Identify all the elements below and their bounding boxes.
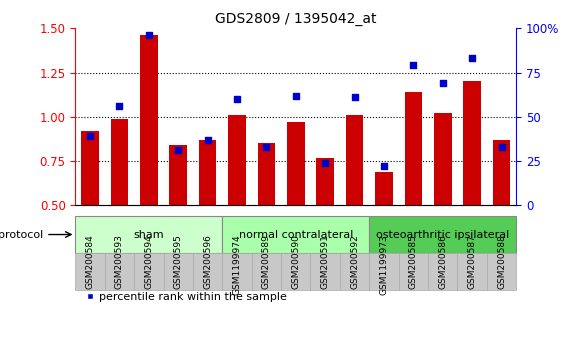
Text: GSM1199973: GSM1199973 — [379, 234, 389, 295]
Bar — [199, 140, 216, 205]
Text: GSM200584: GSM200584 — [86, 234, 95, 289]
Point — [321, 160, 330, 166]
Text: GSM200594: GSM200594 — [144, 234, 153, 289]
Bar — [492, 140, 510, 205]
Bar — [164, 253, 193, 290]
Bar — [487, 253, 516, 290]
Bar — [222, 253, 252, 290]
Point — [233, 96, 242, 102]
Bar — [340, 253, 369, 290]
Bar — [75, 253, 105, 290]
Text: osteoarthritic ipsilateral: osteoarthritic ipsilateral — [376, 229, 509, 240]
Point — [115, 103, 124, 109]
Bar — [75, 216, 222, 253]
Point — [438, 80, 447, 86]
Bar — [169, 145, 187, 205]
Bar — [140, 35, 158, 205]
Bar — [398, 253, 428, 290]
Bar — [458, 253, 487, 290]
Point — [379, 164, 389, 169]
Point — [173, 148, 183, 153]
Bar — [222, 216, 369, 253]
Point — [467, 56, 477, 61]
Point — [85, 133, 95, 139]
Bar — [134, 253, 164, 290]
Text: protocol: protocol — [0, 229, 43, 240]
Text: GSM1199974: GSM1199974 — [233, 234, 241, 295]
Bar — [369, 253, 398, 290]
Text: normal contralateral: normal contralateral — [238, 229, 353, 240]
Bar — [310, 253, 340, 290]
Bar — [258, 143, 275, 205]
Point — [262, 144, 271, 150]
Text: GSM200589: GSM200589 — [262, 234, 271, 289]
Bar — [105, 253, 134, 290]
Text: GSM200596: GSM200596 — [203, 234, 212, 289]
Point — [144, 33, 154, 38]
Point — [350, 95, 359, 100]
Bar — [375, 172, 393, 205]
Bar — [111, 119, 128, 205]
Text: GSM200587: GSM200587 — [467, 234, 477, 289]
Point — [497, 144, 506, 150]
Bar — [316, 158, 334, 205]
Text: GSM200588: GSM200588 — [497, 234, 506, 289]
Bar — [193, 253, 222, 290]
Point — [291, 93, 300, 98]
Text: GSM200595: GSM200595 — [174, 234, 183, 289]
Text: GSM200585: GSM200585 — [409, 234, 418, 289]
Bar — [281, 253, 310, 290]
Title: GDS2809 / 1395042_at: GDS2809 / 1395042_at — [215, 12, 376, 26]
Point — [203, 137, 212, 143]
Bar — [81, 131, 99, 205]
Bar — [252, 253, 281, 290]
Bar — [287, 122, 305, 205]
Bar — [228, 115, 246, 205]
Text: GSM200591: GSM200591 — [321, 234, 329, 289]
Bar — [463, 81, 481, 205]
Text: sham: sham — [133, 229, 164, 240]
Text: GSM200592: GSM200592 — [350, 234, 359, 289]
Text: GSM200590: GSM200590 — [291, 234, 300, 289]
Text: GSM200586: GSM200586 — [438, 234, 447, 289]
Bar — [346, 115, 364, 205]
Bar — [404, 92, 422, 205]
Point — [409, 63, 418, 68]
Bar — [428, 253, 458, 290]
Bar — [434, 113, 452, 205]
Legend: transformed count, percentile rank within the sample: transformed count, percentile rank withi… — [81, 272, 291, 306]
Bar — [369, 216, 516, 253]
Text: GSM200593: GSM200593 — [115, 234, 124, 289]
